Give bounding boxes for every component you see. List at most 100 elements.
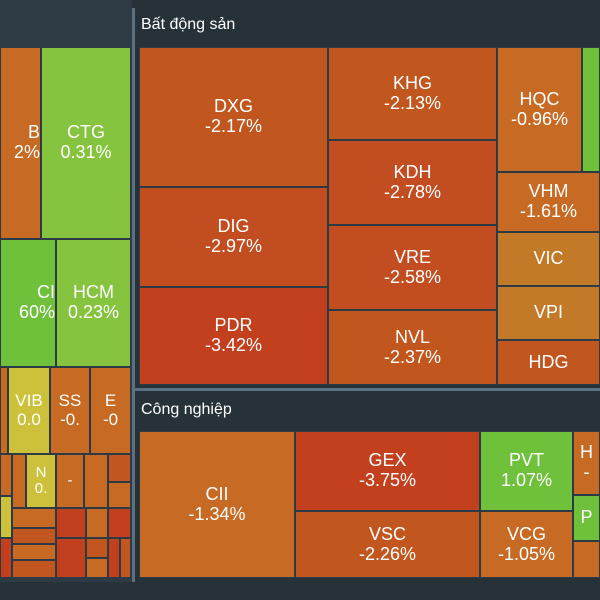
change-label: 0.0 [17, 409, 41, 429]
change-label: -0 [102, 409, 119, 429]
tile-small-1[interactable] [0, 367, 8, 454]
tile-edge-h[interactable]: H - [573, 431, 600, 495]
ticker-label: VPI [533, 302, 563, 323]
change-label: -2.37% [383, 346, 442, 367]
tile-vcg[interactable]: VCG -1.05% [480, 511, 573, 578]
ticker-label: VRE [393, 246, 431, 267]
tile-small-3[interactable] [0, 496, 12, 538]
ticker-label: KHG [392, 72, 432, 93]
tile-small-17[interactable] [86, 538, 108, 558]
change-label: 0.23% [67, 302, 120, 322]
change-label: -2.58% [383, 266, 442, 287]
change-label: -2.17% [204, 116, 263, 136]
tile-small-9[interactable] [12, 560, 56, 578]
tile-ctg[interactable]: CTG 0.31% [41, 47, 131, 239]
tile-edge-bottom[interactable] [573, 541, 600, 578]
ticker-label: VIB [15, 390, 43, 410]
tile-small-5[interactable] [12, 454, 26, 508]
change-label: 0.31% [60, 142, 112, 162]
tile-gex[interactable]: GEX -3.75% [295, 431, 480, 511]
tile-edge-p[interactable]: P [573, 495, 600, 541]
tile-khg[interactable]: KHG -2.13% [328, 47, 497, 140]
tile-small-6[interactable] [12, 508, 56, 528]
tile-small-7[interactable] [12, 528, 56, 544]
tile-e[interactable]: E -0 [90, 367, 131, 454]
ticker-label: NVL [394, 326, 430, 347]
change-label: -1.34% [188, 503, 246, 524]
horizontal-divider [135, 388, 600, 391]
tile-small-19[interactable] [108, 538, 120, 578]
change-label: -2.26% [358, 543, 417, 564]
tile-small-8[interactable] [12, 544, 56, 560]
tile-dig[interactable]: DIG -2.97% [139, 187, 328, 287]
ticker-label: SS [58, 390, 82, 410]
ticker-label: PDR [214, 315, 253, 336]
tile-pvt[interactable]: PVT 1.07% [480, 431, 573, 511]
change-label: - [583, 462, 590, 482]
ticker-label: CI [37, 282, 55, 303]
tile-dxg[interactable]: DXG -2.17% [139, 47, 328, 187]
tile-vib[interactable]: VIB 0.0 [8, 367, 50, 454]
tile-small-2[interactable] [0, 454, 12, 496]
tile-kdh[interactable]: KDH -2.78% [328, 140, 497, 225]
tile-ss[interactable]: SS -0. [50, 367, 90, 454]
tile-small-4[interactable] [0, 538, 12, 578]
ticker-label: E [104, 390, 117, 410]
ticker-label: VSC [368, 523, 406, 544]
change-label: -2.97% [204, 236, 263, 256]
ticker-label: CTG [67, 122, 105, 143]
tile-edge-green[interactable] [582, 47, 600, 172]
tile-small-11[interactable] [108, 454, 131, 482]
tile-vic[interactable]: VIC [497, 232, 600, 286]
sector-title-industry[interactable]: Công nghiệp [141, 401, 232, 418]
change-label: -0.96% [510, 108, 569, 129]
change-label: -3.42% [204, 335, 263, 355]
tile-small-12[interactable] [108, 482, 131, 508]
change-label: 60% [18, 302, 55, 322]
ticker-label: H [580, 442, 593, 463]
tile-n[interactable]: N 0. [26, 454, 56, 508]
tile-left-ci[interactable]: CI 60% [0, 239, 56, 367]
tile-small-10[interactable] [84, 454, 108, 508]
sector-title-real-estate[interactable]: Bất động sản [141, 16, 236, 33]
ticker-label: P [580, 507, 593, 528]
ticker-label: HQC [519, 88, 560, 109]
tile-left-b[interactable]: B 2% [0, 47, 41, 239]
tile-hqc[interactable]: HQC -0.96% [497, 47, 582, 172]
ticker-label: B [27, 122, 40, 143]
tile-dash[interactable]: - [56, 454, 84, 508]
tile-small-18[interactable] [86, 558, 108, 578]
ticker-label: VIC [533, 248, 564, 269]
ticker-label: DIG [217, 216, 250, 237]
tile-cii[interactable]: CII -1.34% [139, 431, 295, 578]
ticker-label: VHM [528, 181, 569, 202]
vertical-divider [132, 8, 135, 582]
ticker-label: KDH [393, 161, 432, 182]
tile-small-20[interactable] [120, 538, 131, 578]
ticker-label: DXG [213, 96, 253, 117]
change-label: 2% [13, 142, 40, 162]
ticker-label: N [35, 463, 47, 481]
tile-vhm[interactable]: VHM -1.61% [497, 172, 600, 232]
ticker-label: HCM [73, 282, 114, 303]
tile-vsc[interactable]: VSC -2.26% [295, 511, 480, 578]
ticker-label: - [67, 471, 73, 489]
tile-pdr[interactable]: PDR -3.42% [139, 287, 328, 385]
tile-nvl[interactable]: NVL -2.37% [328, 310, 497, 385]
change-label: -1.61% [519, 201, 578, 221]
change-label: -2.78% [383, 181, 442, 202]
change-label: -2.13% [383, 92, 442, 113]
tile-small-14[interactable] [56, 538, 86, 578]
tile-vre[interactable]: VRE -2.58% [328, 225, 497, 310]
tile-small-15[interactable] [86, 508, 108, 538]
change-label: -1.05% [497, 543, 556, 564]
ticker-label: CII [205, 483, 229, 504]
tile-hcm[interactable]: HCM 0.23% [56, 239, 131, 367]
tile-hdg[interactable]: HDG [497, 340, 600, 385]
change-label: 0. [34, 480, 48, 497]
tile-vpi[interactable]: VPI [497, 286, 600, 340]
tile-small-16[interactable] [108, 508, 131, 538]
tile-small-13[interactable] [56, 508, 86, 538]
ticker-label: HDG [528, 351, 569, 372]
change-label: -0. [60, 409, 80, 429]
